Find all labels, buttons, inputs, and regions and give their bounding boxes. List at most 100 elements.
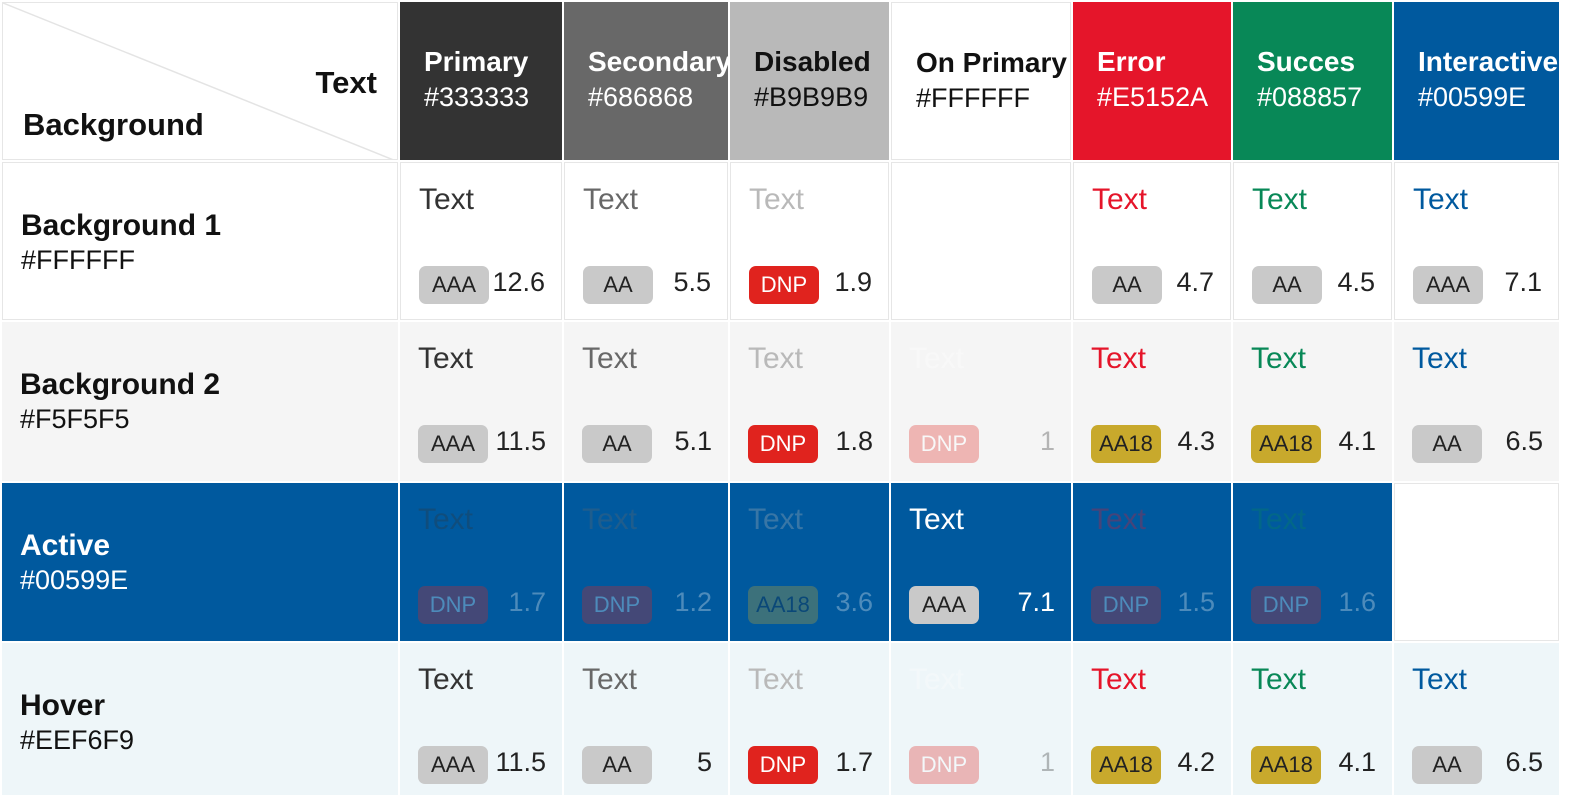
contrast-ratio: 1.6 [1338,587,1376,617]
cell-content: Text AA18 4.1 [1233,322,1392,481]
contrast-cell: Text AA 4.7 [1073,162,1231,320]
cell-content: Text AA 5 [564,643,728,795]
contrast-ratio: 4.7 [1176,267,1214,297]
sample-text: Text [1413,183,1469,216]
contrast-cell: Text AA 6.5 [1394,643,1559,795]
column-hex: #333333 [424,82,530,112]
cell-content: Text AAA 11.5 [400,643,562,795]
cell-content: Text DNP 1.8 [730,322,889,481]
contrast-ratio: 11.5 [495,426,546,456]
background-axis-label: Background [23,107,204,142]
contrast-cell: Text AA 5.1 [564,322,728,481]
cell-content: Text AAA 7.1 [1395,163,1558,319]
sample-text: Text [748,342,804,375]
wcag-badge: AA [1252,266,1322,304]
sample-text: Text [1091,663,1147,696]
diagonal-divider [3,3,394,159]
column-hex: #E5152A [1097,82,1209,112]
contrast-cell: Text DNP 1.5 [1073,483,1231,641]
cell-content: Text AAA 12.6 [401,163,561,319]
contrast-ratio: 5.1 [674,426,712,456]
sample-text: Text [1091,503,1147,536]
row-header: Background 1 #FFFFFF [2,162,398,320]
column-hex: #00599E [1418,82,1527,112]
cell-content: Text AA 5.1 [564,322,728,481]
cell-content: Text AA18 4.3 [1073,322,1231,481]
row-hex: #F5F5F5 [20,404,130,434]
wcag-badge: AA18 [1091,425,1161,463]
row-hex: #EEF6F9 [20,725,135,755]
wcag-badge: AAA [909,586,979,624]
column-header: Disabled #B9B9B9 [730,2,889,160]
cell-content: Text DNP 1.2 [564,483,728,641]
column-hex: #686868 [588,82,694,112]
column-hex: #088857 [1257,82,1363,112]
contrast-ratio: 6.5 [1505,426,1543,456]
contrast-cell: Text AA18 4.1 [1233,322,1392,481]
contrast-cell: Text DNP 1.7 [400,483,562,641]
column-header: Secondary #686868 [564,2,728,160]
contrast-ratio: 4.1 [1338,747,1376,777]
contrast-cell: Text AA18 3.6 [730,483,889,641]
cell-content: Text DNP 1 [891,643,1071,795]
contrast-cell: Text AAA 11.5 [400,643,562,795]
wcag-badge: AAA [418,425,488,463]
sample-text: Text [1251,663,1307,696]
wcag-badge: AA [1412,425,1482,463]
cell-content: Text AA 6.5 [1394,322,1559,481]
wcag-badge: DNP [748,746,818,784]
wcag-badge: DNP [749,266,819,304]
row-name: Active [20,529,111,562]
contrast-ratio: 1.9 [834,267,872,297]
column-header: Error #E5152A [1073,2,1231,160]
wcag-badge: AA18 [1091,746,1161,784]
contrast-cell: Text DNP 1.7 [730,643,889,795]
contrast-ratio: 12.6 [492,267,545,297]
wcag-badge: DNP [1251,586,1321,624]
contrast-cell: Text DNP 1.6 [1233,483,1392,641]
sample-text: Text [582,503,638,536]
cell-content: Text DNP 1.5 [1073,483,1231,641]
wcag-badge: AAA [418,746,488,784]
sample-text: Text [418,503,474,536]
column-header: Primary #333333 [400,2,562,160]
contrast-ratio: 4.2 [1177,747,1215,777]
contrast-cell: Text AA18 4.1 [1233,643,1392,795]
wcag-badge: AA [582,425,652,463]
sample-text: Text [909,663,965,696]
row-hex: #00599E [20,565,129,595]
contrast-cell: Text AAA 12.6 [400,162,562,320]
column-name: Secondary [588,46,728,77]
corner-header: Text Background [2,2,398,160]
wcag-badge: AAA [419,266,489,304]
column-name: Primary [424,46,529,77]
cell-content: Text AAA 11.5 [400,322,562,481]
column-name: On Primary [916,47,1067,78]
contrast-ratio: 1.7 [835,747,873,777]
cell-content: Text DNP 1.7 [400,483,562,641]
wcag-badge: DNP [418,586,488,624]
contrast-cell: Text AA 5 [564,643,728,795]
contrast-ratio: 7.1 [1504,267,1542,297]
sample-text: Text [583,183,639,216]
contrast-ratio: 7.1 [1017,587,1055,617]
contrast-ratio: 3.6 [835,587,873,617]
sample-text: Text [1412,663,1468,696]
sample-text: Text [748,503,804,536]
sample-text: Text [1412,342,1468,375]
row-hex: #FFFFFF [21,245,135,275]
contrast-cell [891,162,1071,320]
contrast-ratio: 1.8 [835,426,873,456]
cell-content: Text DNP 1.6 [1233,483,1392,641]
sample-text: Text [418,663,474,696]
sample-text: Text [1092,183,1148,216]
sample-text: Text [1251,342,1307,375]
contrast-ratio: 4.3 [1177,426,1215,456]
sample-text: Text [419,183,475,216]
contrast-cell [1394,483,1559,641]
contrast-ratio: 11.5 [495,747,546,777]
sample-text: Text [1252,183,1308,216]
contrast-ratio: 1 [1039,747,1055,777]
contrast-cell: Text AAA 7.1 [1394,162,1559,320]
